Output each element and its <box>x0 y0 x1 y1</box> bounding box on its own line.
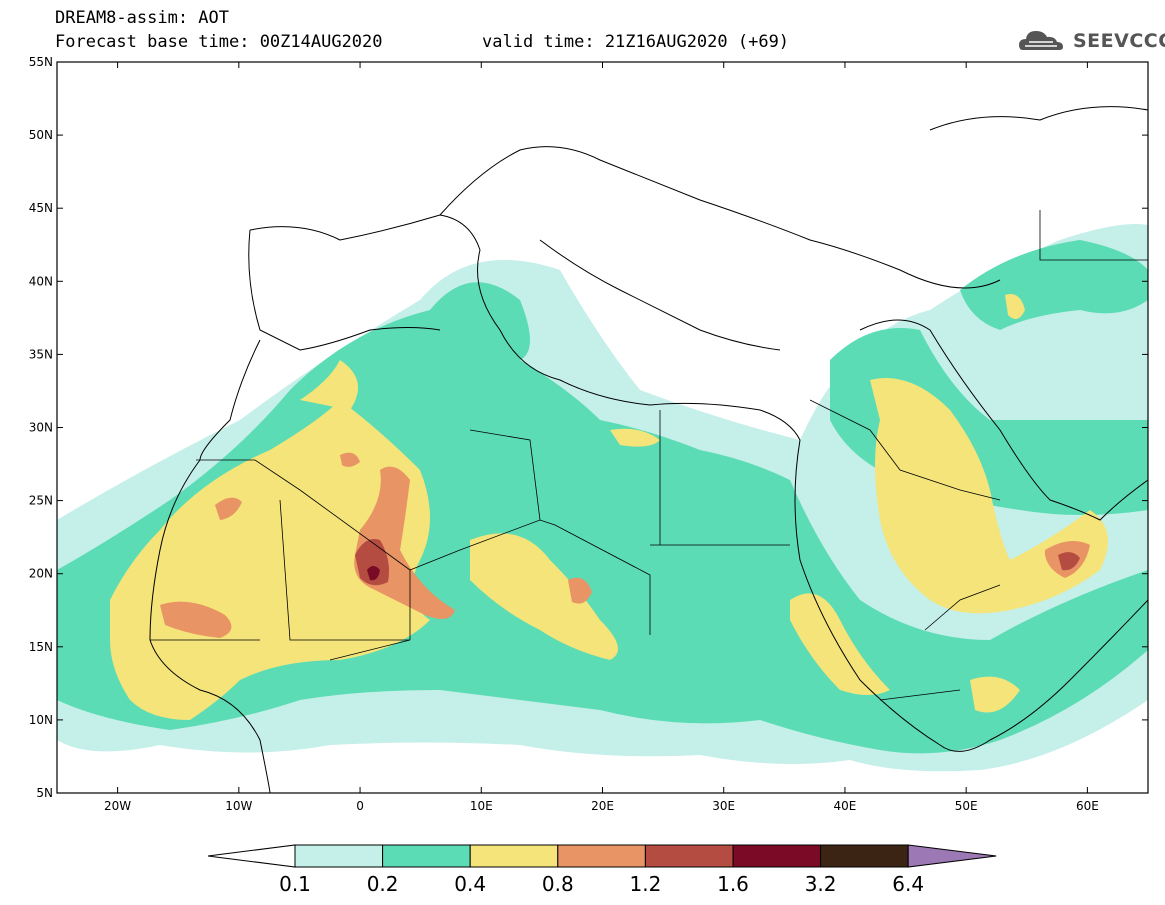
lon-tick-label: 60E <box>1076 799 1099 813</box>
lon-tick-label: 50E <box>955 799 978 813</box>
lat-tick-label: 55N <box>29 55 53 69</box>
lon-tick-label: 20W <box>104 799 131 813</box>
colorbar-under-arrow <box>207 844 296 868</box>
lon-tick-label: 0 <box>356 799 364 813</box>
colorbar-swatch <box>644 844 734 868</box>
colorbar-label: 6.4 <box>892 872 924 896</box>
lat-tick-label: 5N <box>36 786 53 800</box>
lat-tick-label: 50N <box>29 128 53 142</box>
lat-tick-label: 30N <box>29 421 53 435</box>
lon-tick-label: 20E <box>591 799 614 813</box>
colorbar-label: 1.6 <box>717 872 749 896</box>
lat-tick-label: 25N <box>29 494 53 508</box>
lat-tick-label: 35N <box>29 347 53 361</box>
colorbar-swatch <box>294 844 384 868</box>
aot-field <box>57 106 1148 793</box>
cloud-icon <box>1019 31 1063 50</box>
aot-level-1.6 <box>367 566 380 581</box>
colorbar: 0.1 0.2 0.4 0.8 1.2 1.6 3.2 6.4 <box>207 844 997 896</box>
colorbar-swatch <box>732 844 822 868</box>
colorbar-swatch <box>382 844 471 868</box>
lat-tick-label: 20N <box>29 567 53 581</box>
lon-tick-label: 10E <box>470 799 493 813</box>
colorbar-label: 0.2 <box>367 872 399 896</box>
lat-tick-label: 45N <box>29 201 53 215</box>
map-title: DREAM8-assim: AOT <box>55 8 229 28</box>
seevccc-logo: SEEVCCC <box>1073 30 1165 52</box>
lat-tick-label: 40N <box>29 274 53 288</box>
valid-time: valid time: 21Z16AUG2020 (+69) <box>482 32 790 52</box>
forecast-base-time: Forecast base time: 00Z14AUG2020 <box>55 32 383 52</box>
lon-tick-label: 30E <box>712 799 735 813</box>
colorbar-swatch <box>820 844 909 868</box>
aot-level-1.2 <box>355 539 1080 586</box>
lon-tick-label: 40E <box>834 799 857 813</box>
colorbar-label: 3.2 <box>805 872 837 896</box>
colorbar-label: 0.4 <box>454 872 486 896</box>
colorbar-label: 0.8 <box>542 872 574 896</box>
lat-tick-label: 15N <box>29 640 53 654</box>
colorbar-swatch <box>557 844 646 868</box>
longitude-axis: 20W 10W 0 10E 20E 30E 40E 50E 60E <box>104 62 1099 813</box>
colorbar-over-arrow <box>907 844 997 868</box>
colorbar-label: 1.2 <box>629 872 661 896</box>
lat-tick-label: 10N <box>29 713 53 727</box>
latitude-axis: 55N 50N 45N 40N 35N 30N 25N 20N 15N 10N 5N <box>29 55 1148 800</box>
lon-tick-label: 10W <box>225 799 252 813</box>
colorbar-label: 0.1 <box>279 872 311 896</box>
coastlines <box>149 106 1148 793</box>
country-borders <box>150 210 1148 701</box>
colorbar-swatch <box>469 844 559 868</box>
